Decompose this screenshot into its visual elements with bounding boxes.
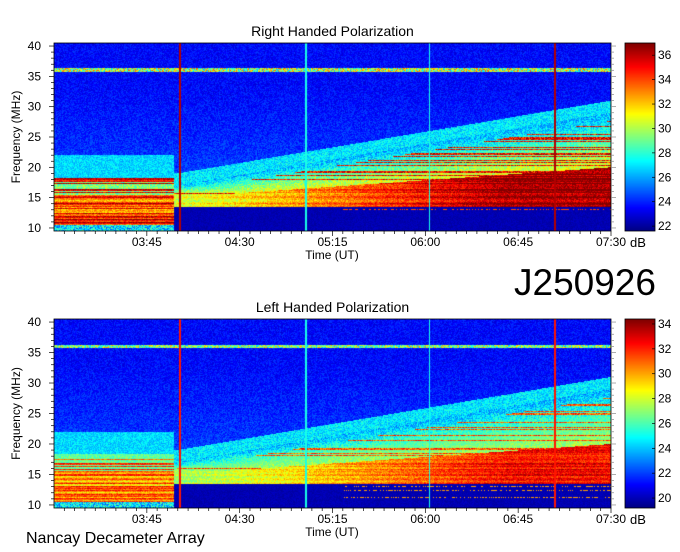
bottom-spectrogram — [54, 319, 611, 508]
colorbar-tick-label: 32 — [658, 342, 672, 356]
y-tick-label: 15 — [28, 191, 42, 205]
colorbar-tick-label: 36 — [658, 48, 672, 62]
x-tick-label: 03:45 — [132, 512, 162, 526]
colorbar-tick-label: 28 — [658, 392, 672, 406]
y-tick-label: 15 — [28, 467, 42, 481]
x-tick-label: 04:30 — [225, 235, 255, 249]
colorbar-tick-label: 24 — [658, 441, 672, 455]
y-tick-label: 20 — [28, 160, 42, 174]
top-colorbar — [625, 43, 655, 231]
y-axis-label: Frequency (MHz) — [9, 91, 23, 184]
x-tick-label: 06:00 — [410, 235, 440, 249]
y-tick-label: 35 — [28, 69, 42, 83]
bottom-panel-title: Left Handed Polarization — [255, 299, 410, 315]
colorbar-tick-label: 20 — [658, 491, 672, 505]
x-tick-label: 06:45 — [503, 235, 533, 249]
x-axis-label: Time (UT) — [305, 525, 359, 539]
colorbar-tick-label: 34 — [658, 317, 672, 331]
y-tick-label: 20 — [28, 437, 42, 451]
x-tick-label: 07:30 — [596, 235, 626, 249]
colorbar-tick-label: 22 — [658, 219, 672, 233]
bottom-colorbar — [625, 319, 655, 508]
x-tick-label: 03:45 — [132, 235, 162, 249]
footer-label: Nancay Decameter Array — [26, 530, 205, 547]
x-tick-label: 04:30 — [225, 512, 255, 526]
colorbar-tick-label: 26 — [658, 170, 672, 184]
colorbar-tick-label: 22 — [658, 466, 672, 480]
top-panel-title: Right Handed Polarization — [251, 23, 414, 39]
colorbar-tick-label: 30 — [658, 121, 672, 135]
event-identifier: J250926 — [514, 262, 656, 303]
plot-frame — [53, 42, 612, 232]
colorbar-frame — [624, 42, 656, 232]
y-axis-label: Frequency (MHz) — [9, 367, 23, 460]
colorbar-tick-label: 24 — [658, 195, 672, 209]
colorbar-tick-label: 28 — [658, 146, 672, 160]
colorbar-tick-label: 34 — [658, 73, 672, 87]
colorbar-tick-label: 30 — [658, 367, 672, 381]
y-tick-label: 35 — [28, 346, 42, 360]
x-tick-label: 06:45 — [503, 512, 533, 526]
x-tick-label: 06:00 — [410, 512, 440, 526]
y-tick-label: 30 — [28, 100, 42, 114]
colorbar-unit-label: dB — [630, 512, 646, 527]
y-tick-label: 40 — [28, 39, 42, 53]
x-tick-label: 05:15 — [317, 235, 347, 249]
y-tick-label: 25 — [28, 130, 42, 144]
x-tick-label: 07:30 — [596, 512, 626, 526]
x-axis-label: Time (UT) — [305, 248, 359, 262]
plot-frame — [53, 318, 612, 509]
colorbar-frame — [624, 318, 656, 509]
y-tick-label: 10 — [28, 498, 42, 512]
colorbar-unit-label: dB — [630, 235, 646, 250]
y-tick-label: 30 — [28, 376, 42, 390]
colorbar-tick-label: 32 — [658, 97, 672, 111]
y-tick-label: 40 — [28, 315, 42, 329]
y-tick-label: 25 — [28, 407, 42, 421]
colorbar-tick-label: 26 — [658, 416, 672, 430]
x-tick-label: 05:15 — [317, 512, 347, 526]
top-spectrogram — [54, 43, 611, 231]
y-tick-label: 10 — [28, 221, 42, 235]
